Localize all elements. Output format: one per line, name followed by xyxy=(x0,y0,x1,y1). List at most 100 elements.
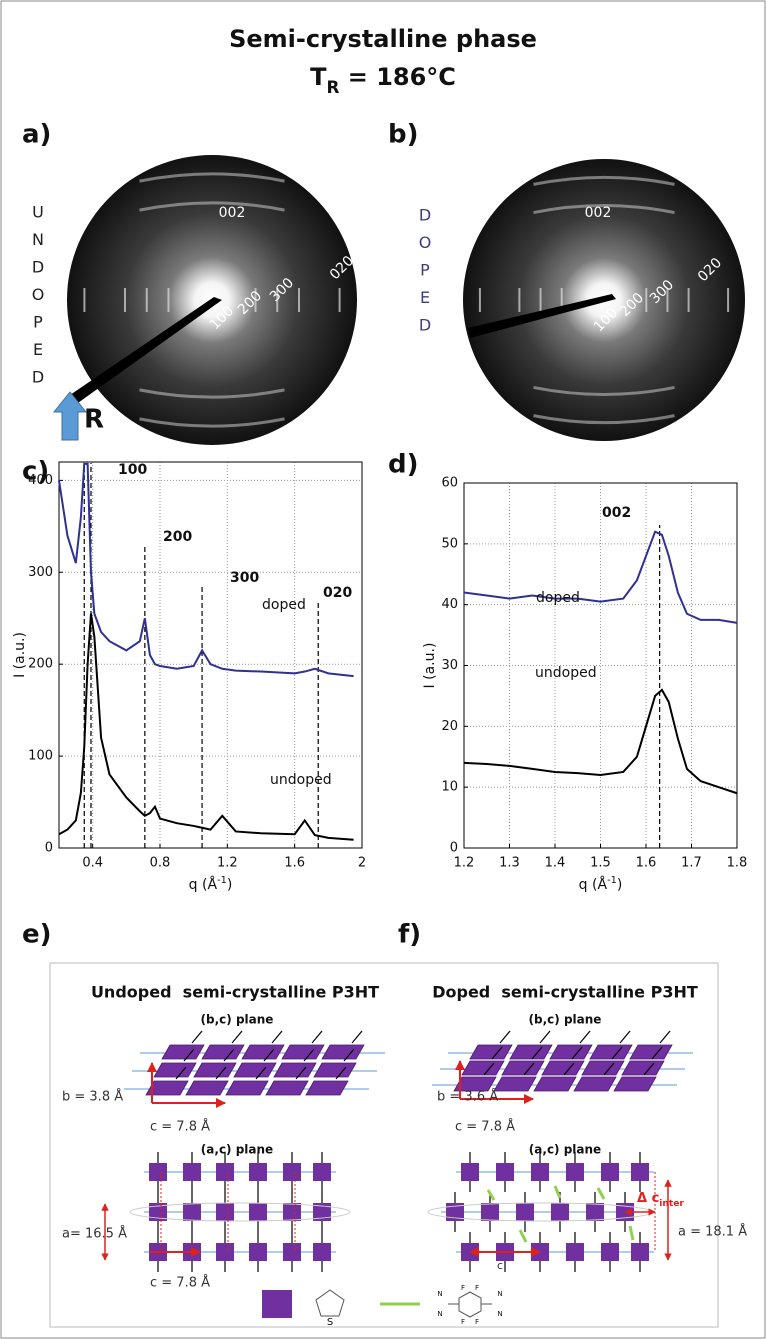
thiophene-ring xyxy=(241,1044,285,1060)
x-axis-label-text: q (Å xyxy=(579,876,608,893)
side-chain xyxy=(231,1030,243,1044)
thiophene-ring xyxy=(493,1076,537,1092)
thiophene-ring xyxy=(185,1080,229,1096)
condition-sub: R xyxy=(326,77,339,97)
plane-label: (b,c) plane xyxy=(201,1013,274,1027)
x-tick-label: 2 xyxy=(358,856,366,871)
side-chain xyxy=(499,1030,511,1044)
thiophene-ring xyxy=(313,1243,331,1261)
x-axis-label-sup: -1 xyxy=(607,875,617,886)
thiophene-ring xyxy=(533,1076,577,1092)
x-tick-label: 1.6 xyxy=(284,856,305,871)
side-chain xyxy=(539,1030,551,1044)
side-chain xyxy=(271,1030,283,1044)
side-letter: D xyxy=(419,316,431,335)
peak-label: 100 xyxy=(118,462,147,478)
a-label: a= 16.5 Å xyxy=(62,1226,127,1242)
atom-label: N xyxy=(437,1310,442,1318)
thiophene-ring xyxy=(149,1203,167,1221)
side-letter: P xyxy=(420,261,430,280)
thiophene-ring xyxy=(313,1062,357,1078)
side-chain xyxy=(579,1030,591,1044)
c-label: c = 7.8 Å xyxy=(150,1275,210,1291)
y-axis-label: I (a.u.) xyxy=(422,643,438,689)
legend-thiophene-block xyxy=(262,1290,292,1318)
thiophene-ring xyxy=(516,1203,534,1221)
x-axis-label-end: ) xyxy=(617,877,622,893)
thiophene-ring xyxy=(216,1163,234,1181)
schematic-box xyxy=(49,962,719,1328)
panel-label: f) xyxy=(398,920,421,950)
side-chain xyxy=(335,1066,347,1080)
side-chain xyxy=(659,1030,671,1044)
thiophene-ring xyxy=(461,1163,479,1181)
thiophene-ring xyxy=(481,1203,499,1221)
thiophene-ring xyxy=(201,1044,245,1060)
side-letter: D xyxy=(32,368,44,387)
side-letter: N xyxy=(32,230,44,249)
side-chain xyxy=(651,1046,663,1060)
side-chain xyxy=(643,1062,655,1076)
y-tick-label: 40 xyxy=(441,597,458,612)
y-tick-label: 30 xyxy=(441,658,458,673)
a-label: a = 18.1 Å xyxy=(678,1224,747,1240)
b-label: b = 3.8 Å xyxy=(62,1089,123,1105)
x-axis-label: q (Å-1) xyxy=(189,875,233,894)
x-axis-label-text: q (Å xyxy=(189,876,218,893)
schematic-title: Undoped semi-crystalline P3HT xyxy=(91,983,379,1002)
series-label: doped xyxy=(262,597,306,613)
thiophene-ring xyxy=(313,1163,331,1181)
delta-label: Δ cinter xyxy=(637,1191,684,1209)
dopant xyxy=(486,1189,496,1201)
side-chain xyxy=(563,1062,575,1076)
thiophene-ring xyxy=(305,1080,349,1096)
x-tick-label: 1.2 xyxy=(217,856,238,871)
plane-label: (a,c) plane xyxy=(201,1143,273,1157)
series-line xyxy=(58,613,354,841)
thiophene-ring xyxy=(453,1076,497,1092)
side-letter: D xyxy=(419,206,431,225)
side-chain xyxy=(483,1062,495,1076)
side-letter: E xyxy=(420,288,430,307)
series-line xyxy=(58,462,354,678)
thiophene-ring xyxy=(283,1243,301,1261)
side-chain xyxy=(611,1046,623,1060)
series-label: undoped xyxy=(270,772,332,788)
thiophene-ring xyxy=(531,1163,549,1181)
panel-label: d) xyxy=(388,450,419,480)
thiophene-ring xyxy=(161,1044,205,1060)
thiophene-ring xyxy=(153,1062,197,1078)
thiophene-ring xyxy=(183,1163,201,1181)
side-letter: E xyxy=(33,340,43,359)
ring-label: 002 xyxy=(585,205,612,221)
y-tick-label: 50 xyxy=(441,536,458,551)
y-axis-label: I (a.u.) xyxy=(12,632,28,678)
plot-frame xyxy=(58,461,363,849)
peak-label: 300 xyxy=(230,570,259,586)
side-letter: D xyxy=(32,258,44,277)
condition-main: T xyxy=(310,63,327,91)
atom-label: N xyxy=(497,1290,502,1298)
side-letter: O xyxy=(32,285,45,304)
diffraction-arc xyxy=(139,172,285,183)
thiophene-ring xyxy=(283,1163,301,1181)
condition-rest: = 186°C xyxy=(339,63,456,91)
x-tick-label: 0.8 xyxy=(150,856,171,871)
y-tick-label: 0 xyxy=(45,841,53,856)
atom-label: F xyxy=(475,1318,479,1326)
c-label: c = 7.8 Å xyxy=(150,1119,210,1135)
c-label: c = 7.8 Å xyxy=(455,1119,515,1135)
chain-outline xyxy=(129,1202,351,1222)
thiophene-ring xyxy=(149,1163,167,1181)
thiophene-ring xyxy=(601,1243,619,1261)
panel-label: b) xyxy=(388,120,419,150)
y-tick-label: 0 xyxy=(450,841,458,856)
thiophene-ring xyxy=(313,1203,331,1221)
dopant xyxy=(596,1187,606,1200)
side-chain xyxy=(531,1046,543,1060)
b-label: b = 3.6 Å xyxy=(437,1089,498,1105)
plane-label: (b,c) plane xyxy=(529,1013,602,1027)
